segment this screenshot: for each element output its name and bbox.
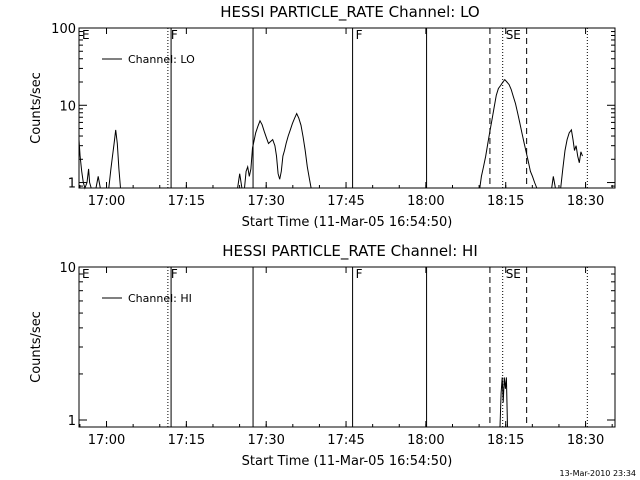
panel-lo-plot-frame xyxy=(78,27,616,189)
series-segment-0-2 xyxy=(108,129,121,189)
panel-lo-event-markers: E F F SE xyxy=(82,28,588,188)
series-segment-0-7 xyxy=(560,128,583,189)
event-marker-label-se: SE xyxy=(506,28,521,42)
x-tick-label: 17:45 xyxy=(327,433,364,448)
panel-hi-y-axis-label: Counts/sec xyxy=(29,311,44,383)
y-tick-label: 100 xyxy=(51,22,76,37)
x-tick-label: 17:15 xyxy=(168,194,205,209)
event-marker-label-f: F xyxy=(171,28,178,42)
panel-hi-ticks: 17:00 17:15 17:30 17:45 18:00 18:15 18:30 1 10 xyxy=(59,261,615,448)
x-tick-label: 17:00 xyxy=(88,194,125,209)
series-segment-0-6 xyxy=(551,176,556,189)
y-tick-label: 10 xyxy=(59,99,76,114)
y-tick-label: 1 xyxy=(68,414,76,429)
x-tick-label: 18:30 xyxy=(567,433,604,448)
panel-lo-legend: Channel: LO xyxy=(102,53,195,66)
x-tick-label: 17:15 xyxy=(168,433,205,448)
panel-lo-series xyxy=(78,78,583,190)
series-segment-0-4 xyxy=(244,112,312,189)
x-tick-label: 17:30 xyxy=(247,194,284,209)
x-tick-label: 18:30 xyxy=(567,194,604,209)
x-tick-label: 17:45 xyxy=(327,194,364,209)
panel-lo-y-axis-label: Counts/sec xyxy=(29,72,44,144)
event-marker-label-f: F xyxy=(356,267,363,281)
panel-lo-ticks: 17:00 17:15 17:30 17:45 18:00 18:15 18:30 1 10 10… xyxy=(51,22,615,209)
x-tick-label: 17:30 xyxy=(247,433,284,448)
panel-hi-legend: Channel: HI xyxy=(102,292,192,305)
series-segment-0-1 xyxy=(95,176,101,189)
series-segment-0-0 xyxy=(78,139,92,190)
panel-hi-x-axis-label: Start Time (11-Mar-05 16:54:50) xyxy=(242,454,453,469)
series-segment-0-0 xyxy=(499,377,508,428)
event-marker-label-e: E xyxy=(82,28,90,42)
panel-hi-plot-frame xyxy=(78,266,616,428)
x-tick-label: 18:00 xyxy=(407,433,444,448)
x-tick-label: 18:15 xyxy=(487,194,524,209)
series-segment-0-5 xyxy=(479,78,538,189)
event-marker-label-e: E xyxy=(82,267,90,281)
y-tick-label: 1 xyxy=(68,177,76,192)
panel-lo-x-axis-label: Start Time (11-Mar-05 16:54:50) xyxy=(242,215,453,230)
panel-hi-series xyxy=(499,377,508,428)
x-tick-label: 17:00 xyxy=(88,433,125,448)
panel-lo-legend-label: Channel: LO xyxy=(128,53,195,66)
event-marker-label-f: F xyxy=(356,28,363,42)
x-tick-label: 18:00 xyxy=(407,194,444,209)
panel-hi-event-markers: E F F SE xyxy=(82,267,588,427)
panel-lo-title: HESSI PARTICLE_RATE Channel: LO xyxy=(220,3,479,22)
panel-lo: HESSI PARTICLE_RATE Channel: LO E F F SE 17… xyxy=(29,3,616,230)
footer-timestamp: 13-Mar-2010 23:34 xyxy=(560,469,637,478)
panel-hi-title: HESSI PARTICLE_RATE Channel: HI xyxy=(222,242,478,261)
panel-hi: HESSI PARTICLE_RATE Channel: HI E F F SE 17… xyxy=(29,242,616,469)
event-marker-label-se: SE xyxy=(506,267,521,281)
x-tick-label: 18:15 xyxy=(487,433,524,448)
panel-hi-legend-label: Channel: HI xyxy=(128,292,192,305)
series-segment-0-3 xyxy=(237,173,243,189)
event-marker-label-f: F xyxy=(171,267,178,281)
y-tick-label: 10 xyxy=(59,261,76,276)
